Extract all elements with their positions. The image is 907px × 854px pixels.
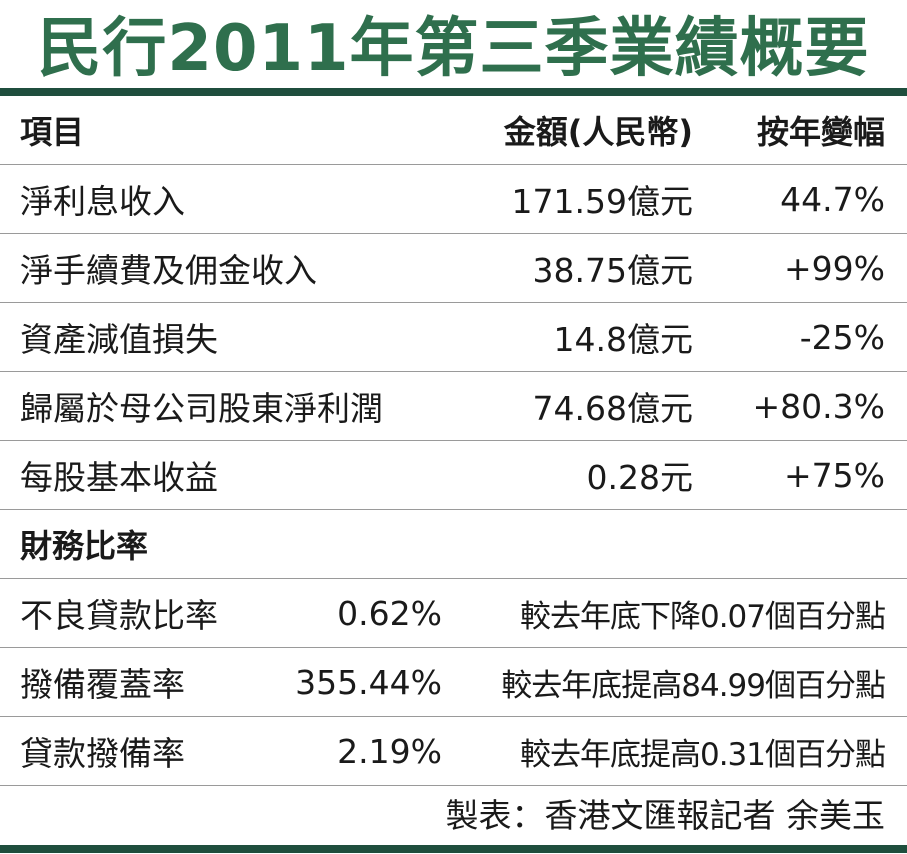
header-yoy: 按年變幅 bbox=[756, 113, 885, 151]
table-row: 資產減值損失 14.8億元 -25% bbox=[0, 303, 907, 372]
footer-credit: 製表：香港文匯報記者 余美玉 bbox=[445, 796, 886, 835]
ratio-change: 較去年底下降0.07個百分點 bbox=[519, 598, 886, 635]
page-title: 民行2011年第三季業績概要 bbox=[37, 12, 870, 86]
table-row: 歸屬於母公司股東淨利潤 74.68億元 +80.3% bbox=[0, 372, 907, 441]
table-row: 淨利息收入 171.59億元 44.7% bbox=[0, 165, 907, 234]
row-yoy: +80.3% bbox=[752, 386, 885, 426]
row-label: 歸屬於母公司股東淨利潤 bbox=[20, 389, 383, 428]
row-amount: 38.75億元 bbox=[532, 251, 693, 290]
bottom-rule bbox=[0, 845, 907, 853]
ratio-value: 355.44% bbox=[295, 662, 442, 702]
ratio-change: 較去年底提高84.99個百分點 bbox=[501, 667, 886, 704]
table-row: 不良貸款比率 0.62% 較去年底下降0.07個百分點 bbox=[0, 579, 907, 648]
section-header: 財務比率 bbox=[0, 510, 907, 579]
row-yoy: -25% bbox=[799, 317, 885, 357]
ratio-change: 較去年底提高0.31個百分點 bbox=[519, 736, 886, 773]
ratio-value: 0.62% bbox=[337, 593, 442, 633]
table-row: 每股基本收益 0.28元 +75% bbox=[0, 441, 907, 510]
ratio-label: 不良貸款比率 bbox=[20, 596, 218, 635]
top-rule bbox=[0, 88, 907, 96]
row-label: 每股基本收益 bbox=[20, 458, 218, 497]
ratio-label: 撥備覆蓋率 bbox=[20, 665, 185, 704]
section-title: 財務比率 bbox=[20, 527, 149, 565]
ratio-value: 2.19% bbox=[337, 731, 442, 771]
row-yoy: +99% bbox=[784, 248, 885, 288]
table-row: 撥備覆蓋率 355.44% 較去年底提高84.99個百分點 bbox=[0, 648, 907, 717]
row-label: 資產減值損失 bbox=[20, 320, 218, 359]
table-row: 貸款撥備率 2.19% 較去年底提高0.31個百分點 bbox=[0, 717, 907, 786]
row-amount: 171.59億元 bbox=[511, 182, 693, 221]
row-amount: 74.68億元 bbox=[532, 389, 693, 428]
row-yoy: 44.7% bbox=[780, 179, 885, 219]
header-amount: 金額(人民幣) bbox=[503, 113, 693, 151]
table-header: 項目 金額(人民幣) 按年變幅 bbox=[0, 96, 907, 165]
table-row: 淨手續費及佣金收入 38.75億元 +99% bbox=[0, 234, 907, 303]
row-amount: 0.28元 bbox=[586, 458, 693, 497]
row-yoy: +75% bbox=[784, 455, 885, 495]
row-label: 淨手續費及佣金收入 bbox=[20, 251, 317, 290]
row-label: 淨利息收入 bbox=[20, 182, 185, 221]
header-item: 項目 bbox=[20, 113, 85, 151]
row-amount: 14.8億元 bbox=[553, 320, 693, 359]
ratio-label: 貸款撥備率 bbox=[20, 734, 185, 773]
